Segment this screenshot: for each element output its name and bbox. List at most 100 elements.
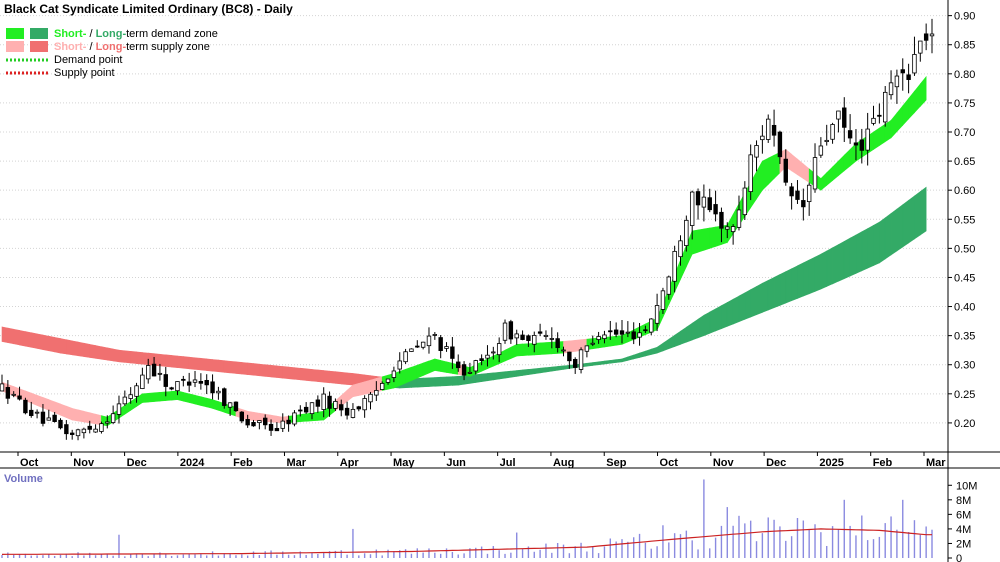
short-term-zone-segment (340, 389, 348, 407)
candle-body (321, 393, 326, 410)
short-term-zone-segment (416, 362, 424, 379)
candle-body (812, 157, 818, 190)
long-term-zone-segment (294, 367, 301, 381)
price-tick-label: 0.55 (954, 214, 975, 226)
candle-body (327, 395, 332, 409)
short-term-zone-segment (610, 335, 617, 347)
long-term-zone-segment (803, 259, 810, 297)
short-term-zone-segment (200, 396, 208, 408)
candle-body (725, 226, 730, 230)
long-term-zone-segment (703, 311, 711, 337)
candle-body (274, 428, 280, 432)
candle-body (134, 385, 139, 397)
long-term-zone-segment (475, 373, 482, 383)
legend-long-swatch (30, 28, 48, 39)
short-term-zone-segment (873, 127, 880, 151)
long-term-zone-segment (773, 274, 781, 309)
candle-body (175, 381, 180, 392)
long-term-zone-segment (697, 314, 705, 339)
short-term-zone-segment (832, 160, 839, 182)
candle-body (29, 409, 34, 416)
candle-body (532, 334, 537, 345)
long-term-zone-segment (563, 364, 570, 370)
long-term-zone-segment (48, 335, 55, 353)
candle-body (590, 342, 595, 345)
long-term-zone-segment (896, 204, 904, 252)
long-term-zone-segment (188, 356, 196, 370)
candle-body (368, 393, 373, 403)
short-term-zone-segment (440, 359, 447, 373)
candle-body (514, 333, 519, 339)
candle-body (99, 423, 104, 432)
long-term-zone-segment (446, 376, 453, 386)
long-term-zone-segment (884, 212, 892, 260)
candle-body (23, 399, 28, 414)
long-term-zone-segment (42, 334, 50, 352)
candle-body (344, 407, 350, 416)
candle-body (222, 388, 227, 406)
candle-body (286, 419, 291, 425)
long-term-zone-segment (914, 191, 921, 240)
candle-body (379, 383, 385, 390)
candle-body (461, 364, 467, 376)
long-term-zone-segment (101, 346, 108, 361)
candle-body (754, 145, 759, 158)
long-term-zone-segment (533, 367, 541, 375)
candle-body (695, 191, 701, 206)
candle-body (93, 428, 98, 433)
long-term-zone-segment (54, 337, 61, 354)
candle-body (918, 40, 923, 54)
long-term-zone-segment (329, 370, 336, 384)
candle-body (385, 378, 391, 383)
short-term-zone-segment (89, 412, 96, 425)
short-term-zone-segment (183, 391, 190, 403)
short-term-zone-segment (715, 225, 722, 247)
short-term-zone-segment (212, 399, 219, 411)
long-term-zone-segment (77, 341, 85, 357)
candle-body (719, 211, 724, 229)
long-term-zone-segment (820, 250, 828, 290)
candle-body (912, 54, 917, 74)
candle-body (204, 379, 209, 386)
volume-tick-label: 8M (956, 495, 971, 507)
price-tick-label: 0.35 (954, 331, 975, 343)
candle-body (432, 334, 438, 336)
candle-body (842, 107, 847, 128)
candle-body (397, 360, 402, 370)
candle-body (491, 351, 496, 354)
price-tick-label: 0.50 (954, 243, 975, 255)
candle-body (573, 358, 578, 368)
candle-body (847, 130, 853, 139)
candle-body (374, 390, 379, 396)
price-tick-label: 0.25 (954, 389, 975, 401)
candle-body (865, 128, 870, 151)
candle-body (186, 381, 192, 386)
candle-body (163, 374, 168, 387)
candle-body (836, 110, 841, 120)
short-term-zone-segment (422, 360, 430, 376)
long-term-zone-segment (323, 370, 330, 384)
candle-body (216, 390, 221, 394)
long-term-zone-segment (463, 374, 471, 385)
candle-body (830, 124, 835, 140)
long-term-zone-segment (545, 366, 553, 373)
date-tick-label: 2025 (819, 457, 843, 469)
long-term-zone-segment (7, 327, 14, 345)
short-term-zone-segment (820, 172, 828, 191)
short-term-zone-segment (36, 394, 44, 409)
candle-body (40, 411, 46, 424)
candle-body (684, 219, 689, 246)
candle-body (333, 401, 338, 409)
candle-body (643, 329, 648, 332)
candle-body (444, 346, 449, 349)
short-term-zone-segment (697, 228, 705, 253)
candle-body (567, 351, 572, 362)
long-term-zone-segment (253, 363, 260, 377)
candle-body (766, 118, 771, 140)
long-term-zone-segment (89, 343, 96, 359)
candle-body (561, 349, 566, 352)
candle-body (467, 371, 473, 374)
short-term-zone-segment (66, 405, 73, 421)
short-term-zone-segment (545, 341, 553, 355)
short-term-zone-segment (71, 407, 79, 422)
